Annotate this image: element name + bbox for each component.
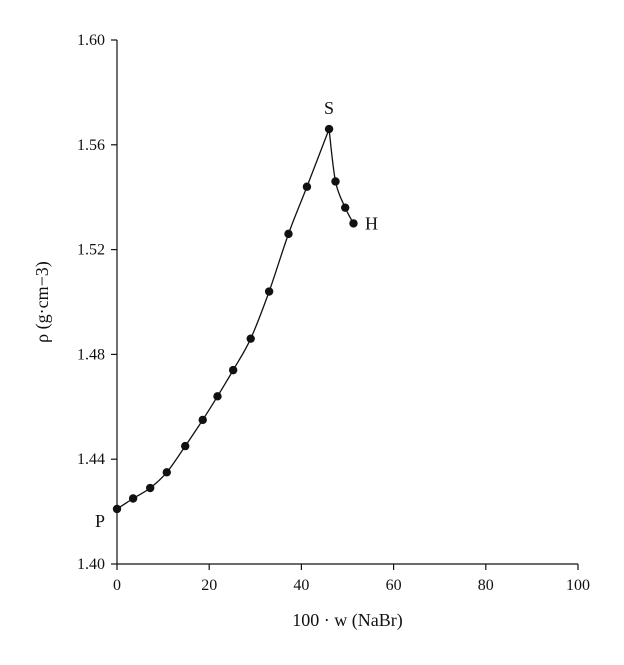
data-point <box>246 334 255 343</box>
data-point <box>302 182 312 191</box>
data-point <box>264 287 274 296</box>
data-point <box>181 441 190 451</box>
annotation-s: S <box>324 98 334 118</box>
data-point <box>213 392 222 401</box>
annotation-p: P <box>95 511 105 531</box>
x-tick-label: 80 <box>478 577 494 594</box>
x-tick-label: 60 <box>386 577 402 594</box>
data-point <box>324 124 334 134</box>
axes: 0 20 40 60 80 100 1.40 1.44 1.48 1.52 1.56 1.60 <box>77 32 590 594</box>
data-point <box>145 483 155 493</box>
point-annotations: P S H <box>95 98 378 531</box>
data-point <box>162 468 171 477</box>
x-tick-label: 0 <box>113 577 121 594</box>
x-ticks: 0 20 40 60 80 100 <box>113 564 590 594</box>
y-tick-label: 1.48 <box>77 346 105 363</box>
x-tick-label: 40 <box>293 577 309 594</box>
y-tick-label: 1.56 <box>77 137 105 154</box>
data-point <box>112 504 122 514</box>
density-curve <box>116 128 355 510</box>
data-point <box>331 177 340 186</box>
y-tick-label: 1.52 <box>77 242 105 259</box>
data-point <box>340 203 350 212</box>
x-tick-label: 20 <box>201 577 217 594</box>
annotation-h: H <box>365 213 378 233</box>
y-ticks: 1.40 1.44 1.48 1.52 1.56 1.60 <box>77 32 117 573</box>
data-point <box>128 494 138 503</box>
x-tick-label: 100 <box>566 577 590 594</box>
x-axis-title: 100 · w (NaBr) <box>292 610 402 631</box>
y-tick-label: 1.40 <box>77 556 105 573</box>
data-point <box>228 365 238 375</box>
data-markers <box>112 124 358 514</box>
y-axis-title: ρ (g·cm−3) <box>32 261 53 343</box>
y-tick-label: 1.44 <box>77 451 105 468</box>
y-tick-label: 1.60 <box>77 32 105 49</box>
data-point <box>198 415 207 425</box>
data-point <box>284 229 293 239</box>
data-point <box>349 219 358 228</box>
